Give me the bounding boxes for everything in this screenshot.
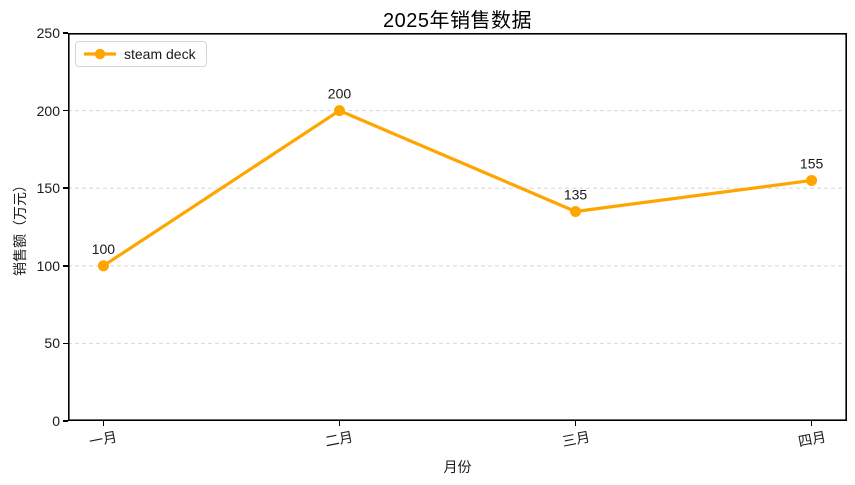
y-tick-label: 150 <box>36 180 60 197</box>
data-point-label: 135 <box>564 186 588 202</box>
x-tick-label: 二月 <box>324 428 355 450</box>
chart-title: 2025年销售数据 <box>383 10 532 32</box>
legend-line-swatch <box>84 48 116 60</box>
x-tick-label: 三月 <box>560 428 591 450</box>
y-tick-mark <box>63 420 68 422</box>
x-tick-mark <box>810 421 813 426</box>
x-tick-mark <box>102 421 105 426</box>
y-tick-mark <box>63 265 68 267</box>
data-point-marker <box>570 205 582 217</box>
y-tick-label: 0 <box>52 413 60 429</box>
x-axis-label: 月份 <box>443 459 472 475</box>
plot-spines <box>68 33 848 421</box>
data-point-label: 200 <box>328 86 352 102</box>
x-tick-label: 四月 <box>796 428 827 450</box>
x-tick-mark <box>338 421 341 426</box>
x-tick-label: 一月 <box>88 428 119 450</box>
x-tick-mark <box>574 421 577 426</box>
y-tick-mark <box>63 342 68 345</box>
series-line <box>101 108 814 268</box>
legend: steam deck <box>75 41 207 67</box>
y-tick-mark <box>63 109 68 112</box>
y-tick-mark <box>63 187 68 189</box>
data-point-label: 100 <box>92 241 116 257</box>
y-tick-label: 200 <box>36 102 60 119</box>
y-tick-mark <box>63 32 68 34</box>
data-point-marker <box>806 174 818 186</box>
y-tick-label: 50 <box>44 335 60 352</box>
legend-label: steam deck <box>124 46 196 62</box>
plot-area: 100 200 135 155 <box>68 33 848 421</box>
data-point-marker <box>97 260 109 272</box>
y-tick-label: 250 <box>36 25 60 41</box>
y-tick-label: 100 <box>36 257 60 274</box>
data-point-label: 155 <box>800 155 824 171</box>
data-point-marker <box>333 105 345 117</box>
